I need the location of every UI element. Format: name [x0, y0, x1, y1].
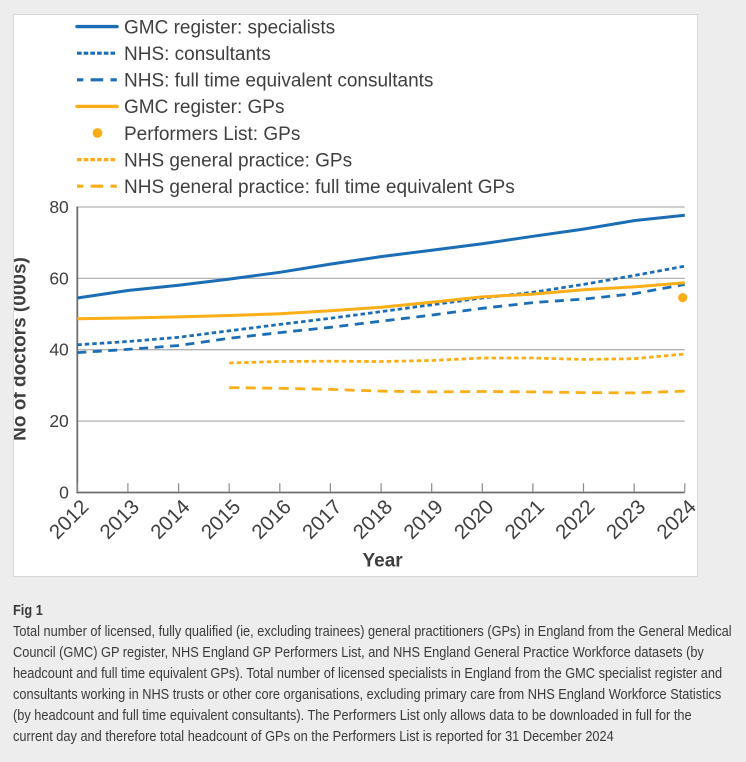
svg-text:2023: 2023 — [602, 495, 651, 544]
svg-text:NHS: consultants: NHS: consultants — [124, 44, 271, 65]
svg-text:20: 20 — [49, 411, 69, 431]
svg-text:2020: 2020 — [450, 495, 499, 544]
svg-text:2014: 2014 — [146, 495, 195, 544]
svg-text:2022: 2022 — [551, 495, 600, 544]
svg-text:2021: 2021 — [500, 495, 549, 544]
svg-text:NHS: full time equivalent cons: NHS: full time equivalent consultants — [124, 71, 433, 92]
svg-text:2016: 2016 — [247, 495, 296, 544]
svg-text:Year: Year — [363, 551, 404, 572]
svg-text:40: 40 — [49, 340, 69, 360]
svg-text:GMC register: specialists: GMC register: specialists — [124, 17, 335, 38]
svg-text:No of doctors (000s): No of doctors (000s) — [14, 257, 31, 441]
svg-text:2019: 2019 — [399, 495, 448, 544]
svg-text:2013: 2013 — [95, 495, 144, 544]
svg-text:80: 80 — [49, 197, 69, 217]
svg-text:NHS general practice: full tim: NHS general practice: full time equivale… — [124, 177, 515, 198]
svg-text:0: 0 — [59, 483, 69, 503]
svg-text:60: 60 — [49, 268, 69, 288]
svg-text:2017: 2017 — [298, 495, 347, 544]
svg-text:2018: 2018 — [349, 495, 398, 544]
svg-text:NHS general practice: GPs: NHS general practice: GPs — [124, 150, 352, 171]
svg-text:2012: 2012 — [45, 495, 94, 544]
svg-text:GMC register: GPs: GMC register: GPs — [124, 97, 284, 118]
svg-text:2024: 2024 — [652, 495, 697, 544]
svg-text:Performers List: GPs: Performers List: GPs — [124, 124, 300, 145]
svg-text:2015: 2015 — [197, 495, 246, 544]
